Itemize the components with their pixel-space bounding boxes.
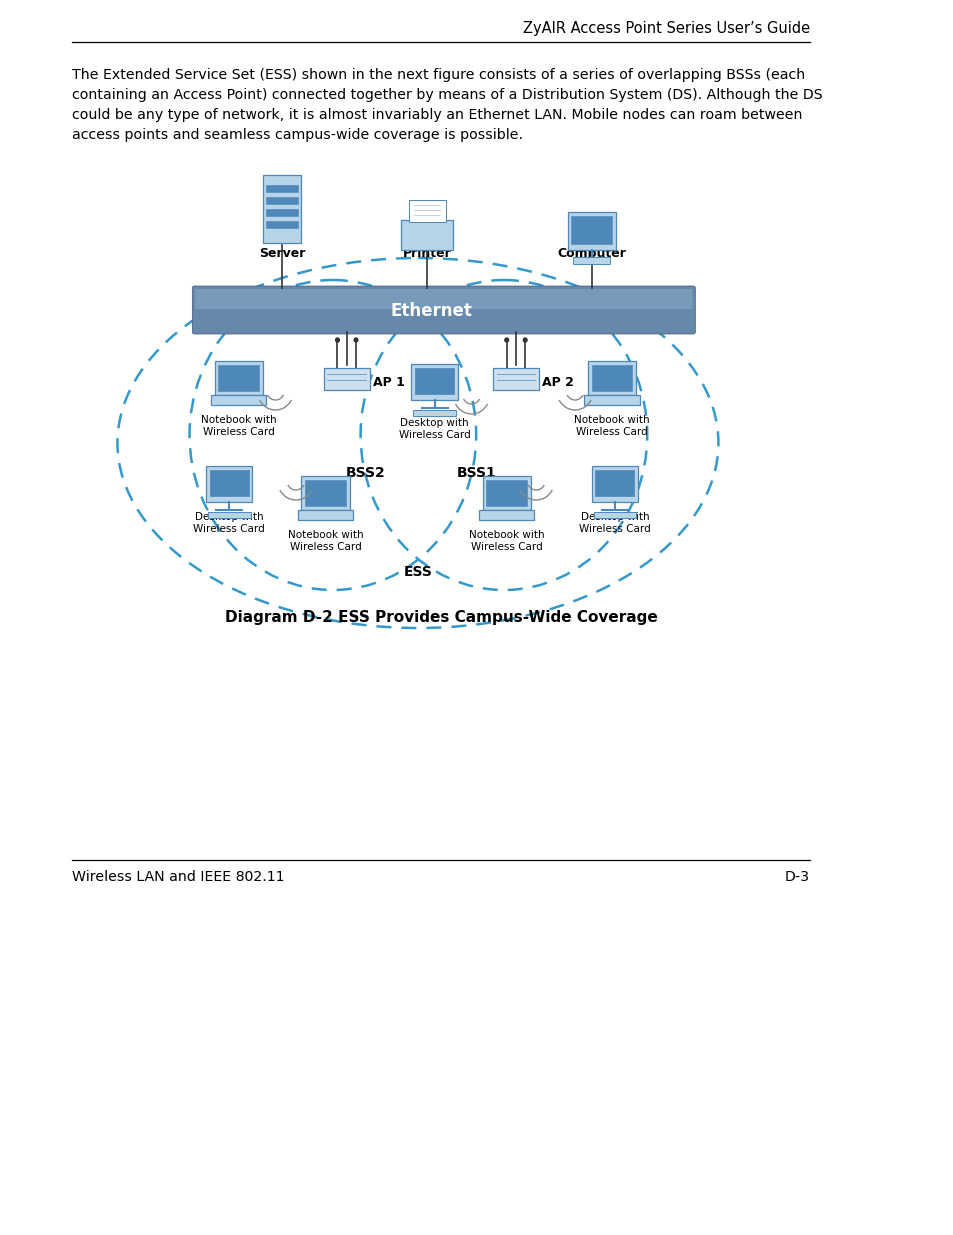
FancyBboxPatch shape — [210, 471, 249, 496]
FancyBboxPatch shape — [301, 475, 349, 510]
Text: AP 1: AP 1 — [373, 375, 404, 389]
Circle shape — [354, 338, 357, 342]
FancyBboxPatch shape — [208, 513, 251, 517]
FancyBboxPatch shape — [401, 220, 453, 249]
FancyBboxPatch shape — [218, 366, 258, 391]
Text: Notebook with
Wireless Card: Notebook with Wireless Card — [288, 530, 363, 552]
Text: Server: Server — [258, 247, 305, 261]
FancyBboxPatch shape — [262, 175, 301, 243]
FancyBboxPatch shape — [486, 480, 526, 506]
FancyBboxPatch shape — [478, 510, 534, 520]
FancyBboxPatch shape — [593, 513, 636, 517]
FancyBboxPatch shape — [567, 212, 615, 249]
Text: Printer: Printer — [402, 247, 451, 261]
Text: Ethernet: Ethernet — [391, 303, 473, 320]
FancyBboxPatch shape — [297, 510, 353, 520]
FancyBboxPatch shape — [415, 368, 454, 394]
FancyBboxPatch shape — [214, 361, 262, 395]
Text: Notebook with
Wireless Card: Notebook with Wireless Card — [468, 530, 544, 552]
FancyBboxPatch shape — [584, 395, 639, 405]
Text: Desktop with
Wireless Card: Desktop with Wireless Card — [398, 417, 470, 441]
FancyBboxPatch shape — [413, 410, 456, 416]
FancyBboxPatch shape — [323, 368, 370, 390]
Text: Wireless LAN and IEEE 802.11: Wireless LAN and IEEE 802.11 — [72, 869, 285, 884]
Text: Notebook with
Wireless Card: Notebook with Wireless Card — [574, 415, 649, 437]
FancyBboxPatch shape — [482, 475, 530, 510]
FancyBboxPatch shape — [573, 257, 610, 264]
FancyBboxPatch shape — [193, 287, 695, 333]
FancyBboxPatch shape — [493, 368, 538, 390]
FancyBboxPatch shape — [266, 198, 297, 204]
Text: Computer: Computer — [557, 247, 625, 261]
Circle shape — [504, 338, 508, 342]
Circle shape — [523, 338, 526, 342]
FancyBboxPatch shape — [206, 466, 253, 501]
Text: D-3: D-3 — [783, 869, 809, 884]
FancyBboxPatch shape — [305, 480, 345, 506]
FancyBboxPatch shape — [266, 185, 297, 191]
Text: Desktop with
Wireless Card: Desktop with Wireless Card — [578, 513, 650, 535]
FancyBboxPatch shape — [591, 366, 632, 391]
FancyBboxPatch shape — [211, 395, 266, 405]
FancyBboxPatch shape — [587, 361, 636, 395]
FancyBboxPatch shape — [408, 200, 445, 222]
Text: BSS1: BSS1 — [456, 466, 496, 480]
Text: Diagram D-2 ESS Provides Campus-Wide Coverage: Diagram D-2 ESS Provides Campus-Wide Cov… — [225, 610, 657, 625]
FancyBboxPatch shape — [195, 289, 692, 309]
FancyBboxPatch shape — [266, 221, 297, 228]
Text: AP 2: AP 2 — [541, 375, 573, 389]
Text: ESS: ESS — [403, 564, 432, 579]
FancyBboxPatch shape — [411, 364, 457, 400]
FancyBboxPatch shape — [595, 471, 634, 496]
Text: ZyAIR Access Point Series User’s Guide: ZyAIR Access Point Series User’s Guide — [522, 21, 809, 36]
Circle shape — [335, 338, 339, 342]
Text: The Extended Service Set (ESS) shown in the next figure consists of a series of : The Extended Service Set (ESS) shown in … — [72, 68, 822, 142]
Text: BSS2: BSS2 — [345, 466, 385, 480]
FancyBboxPatch shape — [266, 209, 297, 216]
FancyBboxPatch shape — [571, 216, 612, 245]
Text: Notebook with
Wireless Card: Notebook with Wireless Card — [200, 415, 276, 437]
FancyBboxPatch shape — [591, 466, 638, 501]
Text: Desktop with
Wireless Card: Desktop with Wireless Card — [193, 513, 265, 535]
